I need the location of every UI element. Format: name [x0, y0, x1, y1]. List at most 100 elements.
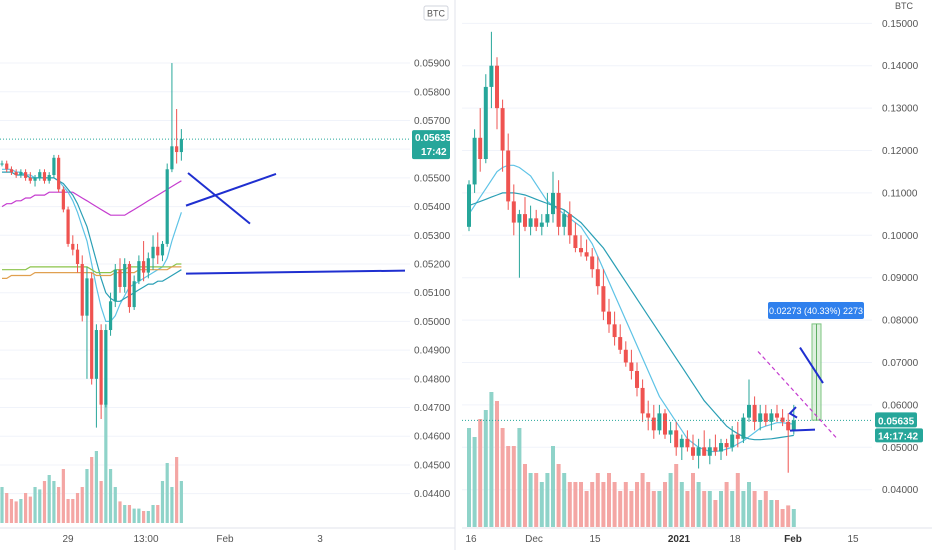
l-volume-bar	[90, 457, 94, 523]
r-candle-body	[489, 65, 494, 87]
right-time-axis[interactable]: 16 Dec 15 2021 18 Feb 15	[465, 534, 859, 545]
l-volume-bar	[179, 481, 183, 523]
right-drawings[interactable]: 0.02273 (40.33%) 2273	[757, 302, 864, 441]
r-y-tick: 0.05000	[882, 443, 919, 454]
r-candle-body	[651, 417, 656, 431]
l-moving-average-line	[2, 263, 182, 274]
right-support-line[interactable]	[789, 428, 816, 432]
right-measure-text: 0.02273 (40.33%) 2273	[769, 306, 863, 316]
l-candle-body	[175, 146, 179, 153]
r-volume-bar	[495, 401, 499, 527]
l-volume-bar	[38, 489, 42, 523]
r-volume-bar	[489, 392, 494, 527]
l-candle-body	[42, 172, 47, 181]
l-candle-body	[80, 264, 84, 316]
right-price-axis[interactable]: 0.15000 0.14000 0.13000 0.12000 0.11000 0.100…	[882, 19, 919, 496]
l-candle-body	[179, 139, 183, 153]
right-x-tick: 18	[729, 534, 741, 545]
l-volume-bar	[28, 496, 32, 523]
r-y-tick: 0.09000	[882, 273, 919, 284]
r-y-tick: 0.07000	[882, 358, 919, 369]
l-candle-body	[14, 172, 18, 176]
l-volume-bar	[137, 508, 141, 523]
r-volume-bar	[640, 473, 645, 527]
r-candle-body	[584, 252, 589, 257]
right-volume-bars	[467, 392, 796, 527]
r-volume-bar	[679, 482, 684, 527]
right-trend-line[interactable]	[799, 347, 824, 384]
right-price-tag: 0.05635 14:17:42	[875, 412, 923, 443]
l-candle-body	[137, 261, 141, 282]
l-candle-body	[19, 172, 23, 176]
right-x-tick: 16	[465, 534, 477, 545]
r-volume-bar	[696, 482, 701, 527]
r-candle-body	[478, 137, 483, 159]
l-candle-body	[94, 330, 98, 379]
r-candle-body	[668, 430, 673, 435]
right-dashed-projection[interactable]	[757, 351, 839, 441]
right-x-tick: 15	[589, 534, 601, 545]
right-grid	[462, 22, 872, 491]
left-x-tick: 13:00	[133, 534, 158, 545]
r-volume-bar	[769, 500, 774, 527]
l-volume-bar	[123, 505, 127, 523]
r-candle-body	[573, 235, 578, 249]
l-volume-bar	[75, 493, 80, 523]
l-y-tick: 0.05200	[414, 260, 451, 271]
left-chart-panel[interactable]: 0.059000.058000.057000.056000.055000.054…	[0, 0, 456, 550]
r-y-tick: 0.04000	[882, 485, 919, 496]
r-candle-body	[511, 201, 516, 223]
left-panel-background	[0, 0, 455, 550]
r-volume-bar	[724, 482, 729, 527]
l-volume-bar	[47, 475, 51, 523]
r-volume-bar	[601, 482, 606, 527]
left-time-axis[interactable]: 29 13:00 Feb 3	[62, 534, 323, 545]
r-candle-body	[601, 286, 606, 312]
r-volume-bar	[523, 464, 527, 527]
left-cross-line-1[interactable]	[185, 172, 277, 207]
left-x-tick: 29	[62, 534, 74, 545]
r-candle-body	[679, 438, 684, 448]
l-y-tick: 0.05100	[414, 288, 451, 299]
r-candle-body	[691, 447, 695, 456]
l-volume-bar	[118, 501, 122, 523]
right-chart-panel[interactable]: 0.02273 (40.33%) 2273 0.15000 0.14000 0.13…	[456, 0, 932, 550]
l-volume-bar	[127, 505, 132, 523]
l-moving-average-line	[2, 266, 182, 279]
r-volume-bar	[545, 473, 550, 527]
r-volume-bar	[556, 464, 561, 527]
l-volume-bar	[71, 499, 75, 523]
r-volume-bar	[651, 491, 656, 527]
r-candle-body	[612, 324, 617, 338]
l-y-tick: 0.05000	[414, 317, 451, 328]
l-candle-body	[170, 146, 174, 170]
left-price-axis[interactable]: 0.059000.058000.057000.056000.055000.054…	[414, 59, 451, 501]
l-candle-body	[104, 330, 108, 405]
r-volume-bar	[775, 500, 779, 527]
r-volume-bar	[562, 473, 567, 527]
l-y-tick: 0.04400	[414, 489, 451, 500]
r-volume-bar	[691, 473, 695, 527]
l-candle-body	[146, 258, 150, 273]
r-y-tick: 0.08000	[882, 316, 919, 327]
r-y-tick: 0.14000	[882, 61, 919, 72]
l-candle-body	[165, 169, 169, 244]
r-volume-bar	[668, 473, 673, 527]
r-candle-body	[635, 370, 639, 388]
r-y-tick: 0.15000	[882, 19, 919, 30]
l-candle-body	[142, 261, 146, 273]
right-price-label: 0.05635	[878, 416, 915, 427]
left-cross-line-2[interactable]	[187, 172, 251, 225]
r-y-tick: 0.06000	[882, 400, 919, 411]
r-candle-body	[517, 214, 522, 223]
right-timer-label: 14:17:42	[878, 431, 918, 442]
r-volume-bar	[511, 446, 516, 527]
r-candle-body	[769, 413, 774, 422]
left-drawings[interactable]	[185, 172, 406, 275]
l-candle-body	[156, 246, 160, 256]
left-price-label: 0.05635	[415, 133, 452, 144]
left-support-line[interactable]	[185, 269, 406, 275]
r-candle-body	[758, 413, 763, 422]
r-volume-bar	[758, 500, 763, 527]
